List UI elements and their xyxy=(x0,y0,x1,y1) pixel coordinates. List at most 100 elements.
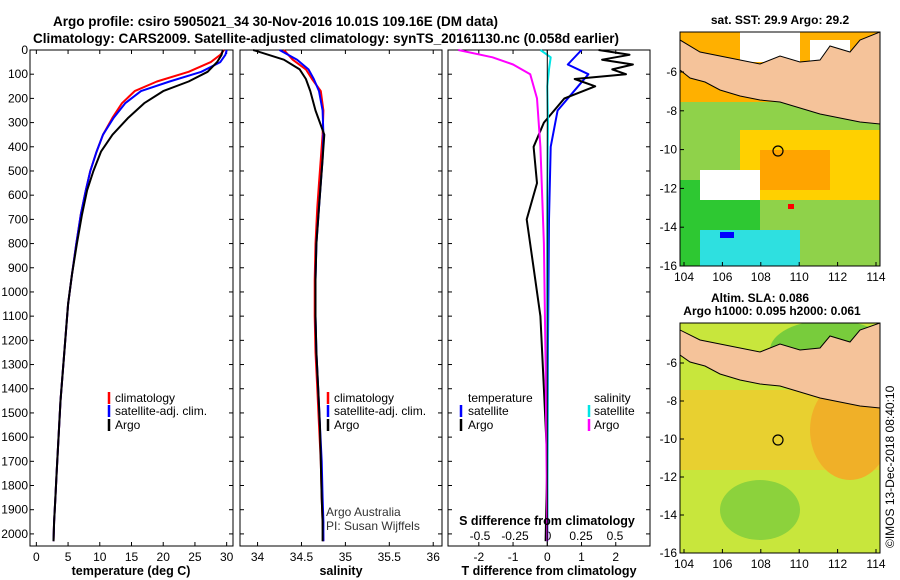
map-y-tick-label: -12 xyxy=(660,470,678,484)
depth-tick-label: 1500 xyxy=(1,406,28,420)
x-tick-label: 0 xyxy=(33,550,40,564)
sst-cool-patch xyxy=(720,232,734,238)
depth-tick-label: 1900 xyxy=(1,503,28,517)
x-tick-label: 34.5 xyxy=(290,550,314,564)
temperature-xlabel: temperature (deg C) xyxy=(72,564,191,578)
sst-nodata xyxy=(700,170,760,200)
temperature-plot-frame xyxy=(29,49,234,547)
s-difference-axis: -0.5 -0.25 0 0.25 0.5 xyxy=(470,529,624,543)
temperature-axis: 0 5 10 15 20 25 30 xyxy=(33,50,234,564)
s-diff-tick-label: -0.5 xyxy=(470,529,491,543)
x-tick-label: 15 xyxy=(125,550,139,564)
map-x-tick-label: 108 xyxy=(751,557,771,571)
depth-tick-label: 0 xyxy=(21,43,28,57)
temperature-legend: climatology satellite-adj. clim. Argo xyxy=(107,391,207,432)
map-x-tick-label: 108 xyxy=(751,270,771,284)
x-tick-label: 35.5 xyxy=(378,550,402,564)
credit-argo-australia: Argo Australia xyxy=(326,505,401,519)
salinity-axis: 34 34.5 35 35.5 36 xyxy=(251,50,440,564)
series-line-satellite-adj-clim- xyxy=(279,49,325,542)
sst-hot-pixel xyxy=(788,204,794,209)
java-land xyxy=(680,32,880,125)
salinity-plot-frame xyxy=(239,49,443,547)
depth-tick-label: 300 xyxy=(8,116,28,130)
argo-location-marker xyxy=(772,434,784,446)
map-x-tick-label: 114 xyxy=(866,557,885,571)
legend-label-s-argo: Argo xyxy=(594,418,620,432)
legend-label-satellite: satellite-adj. clim. xyxy=(334,404,426,418)
depth-tick-label: 900 xyxy=(8,261,28,275)
salinity-legend: climatology satellite-adj. clim. Argo Ar… xyxy=(326,391,426,533)
s-difference-top-label: S difference from climatology xyxy=(459,514,635,528)
depth-tick-label: 1200 xyxy=(1,333,28,347)
x-tick-label: 36 xyxy=(427,550,441,564)
map-y-tick-label: -16 xyxy=(660,259,678,273)
difference-series xyxy=(458,49,634,546)
map-y-tick-label: -14 xyxy=(660,220,678,234)
map-y-tick-label: -8 xyxy=(666,104,677,118)
depth-tick-label: 1400 xyxy=(1,382,28,396)
x-tick-label: 30 xyxy=(220,550,234,564)
sla-map-title-2: Argo h1000: 0.095 h2000: 0.061 xyxy=(683,304,861,318)
title-line-2: Climatology: CARS2009. Satellite-adjuste… xyxy=(33,31,619,46)
map-x-tick-label: 106 xyxy=(712,557,732,571)
sla-map xyxy=(679,322,881,554)
x-tick-label: 0 xyxy=(544,550,551,564)
depth-tick-label: 700 xyxy=(8,212,28,226)
credit-pi: PI: Susan Wijffels xyxy=(326,519,420,533)
map-y-tick-label: -8 xyxy=(666,394,677,408)
salinity-series xyxy=(252,49,326,542)
legend-label-argo: Argo xyxy=(334,418,360,432)
depth-tick-label: 1300 xyxy=(1,358,28,372)
sla-low-patch xyxy=(720,480,800,540)
map-y-tick-label: -6 xyxy=(666,356,677,370)
legend-label-t-argo: Argo xyxy=(468,418,494,432)
difference-xlabel: T difference from climatology xyxy=(461,564,636,578)
s-diff-tick-label: 0.25 xyxy=(569,529,593,543)
depth-tick-label: 1600 xyxy=(1,430,28,444)
legend-label-s-satellite: satellite xyxy=(594,404,635,418)
series-line-argo xyxy=(252,49,326,542)
series-line-t-satellite xyxy=(546,49,590,542)
x-tick-label: 1 xyxy=(578,550,585,564)
sst-cool-patch xyxy=(700,230,800,266)
sst-map-frame xyxy=(679,31,881,267)
depth-axis: 0 100 200 300 400 500 600 700 800 900 1000 1100 1200… xyxy=(1,43,650,541)
sla-map-title-1: Altim. SLA: 0.086 xyxy=(711,291,809,305)
legend-label-climatology: climatology xyxy=(115,391,175,405)
difference-legend: temperature satellite Argo salinity sate… xyxy=(459,391,635,432)
sst-nodata xyxy=(740,32,800,62)
t-difference-axis: -2 -1 0 1 2 xyxy=(473,50,619,564)
map-y-tick-label: -6 xyxy=(666,65,677,79)
sst-map-title: sat. SST: 29.9 Argo: 29.2 xyxy=(711,13,850,27)
difference-plot-frame xyxy=(447,49,651,547)
map-y-tick-label: -12 xyxy=(660,181,678,195)
sst-warm-patch xyxy=(760,150,830,190)
x-tick-label: 10 xyxy=(93,550,107,564)
sst-map xyxy=(679,31,881,267)
map-x-tick-label: 114 xyxy=(866,270,885,284)
series-line-s-argo xyxy=(458,49,549,542)
x-tick-label: 2 xyxy=(612,550,619,564)
temperature-series xyxy=(52,49,228,542)
series-line-climatology xyxy=(52,49,225,542)
title-line-1: Argo profile: csiro 5905021_34 30-Nov-20… xyxy=(53,14,498,29)
s-diff-tick-label: 0.5 xyxy=(607,529,624,543)
legend-label-climatology: climatology xyxy=(334,391,394,405)
legend-label-argo: Argo xyxy=(115,418,141,432)
map-x-tick-label: 106 xyxy=(712,270,732,284)
series-line-argo xyxy=(52,49,224,542)
salinity-xlabel: salinity xyxy=(319,564,362,578)
map-y-tick-label: -14 xyxy=(660,508,678,522)
legend-title-salinity: salinity xyxy=(594,391,631,405)
imos-credit: ©IMOS 13-Dec-2018 08:40:10 xyxy=(883,385,897,548)
depth-tick-label: 800 xyxy=(8,237,28,251)
legend-label-t-satellite: satellite xyxy=(468,404,509,418)
series-line-t-argo xyxy=(525,49,634,542)
depth-tick-label: 1800 xyxy=(1,479,28,493)
java-land xyxy=(680,323,880,409)
depth-tick-label: 100 xyxy=(8,67,28,81)
map-x-tick-label: 104 xyxy=(674,270,694,284)
series-line-satellite-adj-clim- xyxy=(52,49,228,542)
